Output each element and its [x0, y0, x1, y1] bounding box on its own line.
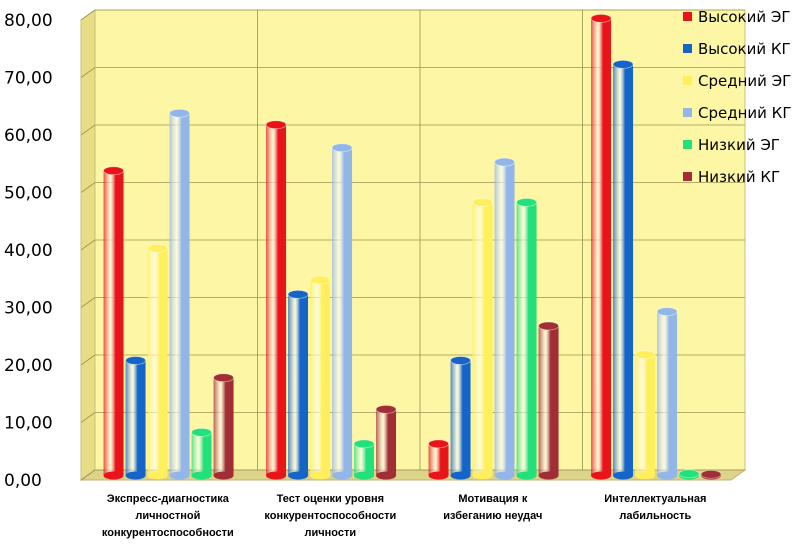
bar — [590, 13, 612, 480]
bar — [125, 356, 146, 480]
gridline-side — [80, 124, 96, 136]
legend-swatch — [683, 172, 692, 181]
bar — [213, 373, 234, 480]
legend-swatch — [683, 44, 692, 53]
x-tick-label: Интеллектуальная лабильность — [604, 493, 706, 522]
bar — [169, 108, 190, 480]
gridline-side — [80, 67, 96, 78]
bar — [656, 307, 678, 480]
legend-swatch — [683, 12, 692, 21]
gridline-side — [80, 412, 96, 423]
legend: Высокий ЭГ Высокий КГ Средний ЭГ Средний КГ… — [683, 8, 791, 186]
gridline-side — [80, 469, 96, 481]
legend-label: Средний КГ — [698, 104, 791, 122]
y-tick-label: 50,00 — [4, 184, 53, 204]
bar — [265, 120, 287, 480]
bar — [331, 143, 353, 480]
gridline-side — [80, 354, 96, 366]
bar — [191, 427, 212, 480]
gridline-side — [80, 182, 96, 193]
y-tick-label: 30,00 — [4, 299, 53, 319]
legend-item: Средний КГ — [683, 104, 791, 122]
y-tick-label: 70,00 — [4, 69, 53, 89]
legend-label: Высокий ЭГ — [698, 8, 791, 26]
bar — [450, 356, 471, 480]
legend-swatch — [683, 140, 692, 149]
bars — [103, 13, 722, 480]
gridline-side — [80, 297, 96, 308]
legend-label: Низкий ЭГ — [698, 136, 780, 154]
legend-label: Низкий КГ — [698, 168, 780, 186]
bar — [309, 275, 331, 480]
bar — [353, 439, 375, 480]
gridline-side — [80, 9, 96, 21]
bar — [700, 469, 722, 480]
bar — [494, 157, 515, 480]
bar — [103, 166, 124, 480]
y-tick-label: 80,00 — [4, 11, 53, 31]
bar — [287, 289, 309, 480]
bar — [472, 197, 493, 480]
y-tick-label: 20,00 — [4, 356, 53, 376]
x-tick-label: Мотивация к избеганию неудач — [443, 493, 542, 522]
y-tick-label: 40,00 — [4, 241, 53, 261]
legend-item: Средний ЭГ — [683, 72, 791, 90]
y-axis: 0,00 10,00 20,00 30,00 40,00 50,00 60,00 70,00 8… — [4, 11, 53, 491]
legend-item: Низкий ЭГ — [683, 136, 780, 154]
legend-swatch — [683, 76, 692, 85]
y-tick-label: 60,00 — [4, 126, 53, 146]
bar — [678, 469, 700, 480]
bar — [428, 439, 449, 480]
y-tick-label: 0,00 — [4, 471, 42, 491]
legend-item: Высокий КГ — [683, 40, 791, 58]
gridline-side — [80, 239, 96, 251]
bar — [634, 350, 656, 480]
x-tick-label: Тест оценки уровня конкурентоспособности л… — [264, 493, 396, 539]
legend-swatch — [683, 108, 692, 117]
legend-item: Низкий КГ — [683, 168, 780, 186]
x-axis: Экспресс-диагностика личностной конкуренто… — [102, 493, 707, 539]
legend-label: Высокий КГ — [698, 40, 791, 58]
bar — [612, 59, 634, 480]
legend-item: Высокий ЭГ — [683, 8, 791, 26]
legend-label: Средний ЭГ — [698, 72, 791, 90]
bar — [147, 243, 168, 480]
bar — [538, 321, 559, 480]
bar — [375, 404, 397, 480]
x-tick-label: Экспресс-диагностика личностной конкуренто… — [102, 493, 234, 539]
bar — [516, 197, 537, 480]
y-tick-label: 10,00 — [4, 414, 53, 434]
